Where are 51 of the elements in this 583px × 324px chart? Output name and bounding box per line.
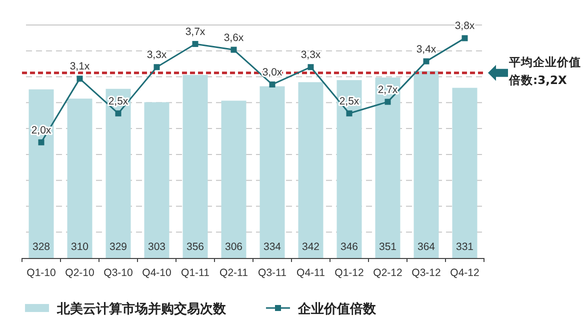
- data-label: 3,3x: [300, 49, 322, 62]
- x-tick-label: Q3-11: [258, 267, 287, 279]
- x-tick-label: Q2-10: [65, 267, 94, 279]
- x-tick-label: Q1-10: [26, 267, 56, 279]
- data-label: 3,7x: [185, 26, 206, 38]
- bar: [67, 98, 92, 258]
- data-label: 329: [109, 241, 128, 253]
- legend-label: 北美云计算市场并购交易次数: [56, 301, 227, 317]
- data-label: 3,1x: [70, 60, 90, 73]
- bar: [452, 88, 478, 258]
- ref-line-label: 平均企业价值倍数:3,2X: [509, 54, 582, 89]
- data-label: 342: [302, 241, 320, 253]
- bar: [106, 88, 131, 258]
- data-label: 303: [148, 241, 166, 253]
- data-label: 364: [417, 241, 436, 253]
- data-label: 310: [70, 241, 89, 253]
- bar: [260, 86, 285, 258]
- data-label: 3,8x: [454, 20, 476, 32]
- x-tick-label: Q2-12: [373, 267, 402, 279]
- data-label: 328: [32, 241, 50, 253]
- x-tick-label: Q1-12: [334, 267, 364, 279]
- x-tick-label: Q3-12: [412, 267, 441, 279]
- data-label: 2,7x: [378, 84, 398, 96]
- bar: [221, 100, 246, 258]
- bar: [336, 80, 362, 258]
- x-tick-label: Q4-10: [142, 267, 172, 279]
- data-label: 3,4x: [416, 43, 437, 56]
- bar: [182, 74, 208, 258]
- data-label: 351: [378, 241, 397, 253]
- data-label: 3,6x: [224, 32, 244, 44]
- bar: [414, 70, 439, 258]
- legend-bar: 北美云计算市场并购交易次数: [25, 302, 226, 317]
- data-label: 356: [186, 241, 204, 253]
- x-tick-label: Q4-11: [296, 267, 326, 279]
- data-label: 3,3x: [146, 49, 168, 62]
- bar: [28, 89, 54, 258]
- bar: [298, 82, 324, 258]
- data-label: 2,5x: [108, 95, 129, 108]
- x-tick-label: Q3-10: [104, 267, 133, 279]
- x-tick-label: Q4-12: [450, 267, 480, 279]
- x-tick-label: Q2-11: [220, 267, 248, 279]
- bar: [144, 102, 170, 258]
- x-tick-label: Q1-11: [181, 267, 210, 279]
- bar: [375, 78, 400, 258]
- data-label: 334: [263, 241, 282, 253]
- data-label: 331: [456, 241, 474, 253]
- legend-label: 企业价值倍数: [297, 301, 377, 317]
- legend-line: 企业价值倍数: [266, 302, 376, 317]
- data-label: 2,5x: [339, 95, 360, 108]
- data-label: 346: [340, 241, 358, 253]
- data-label: 306: [224, 241, 243, 253]
